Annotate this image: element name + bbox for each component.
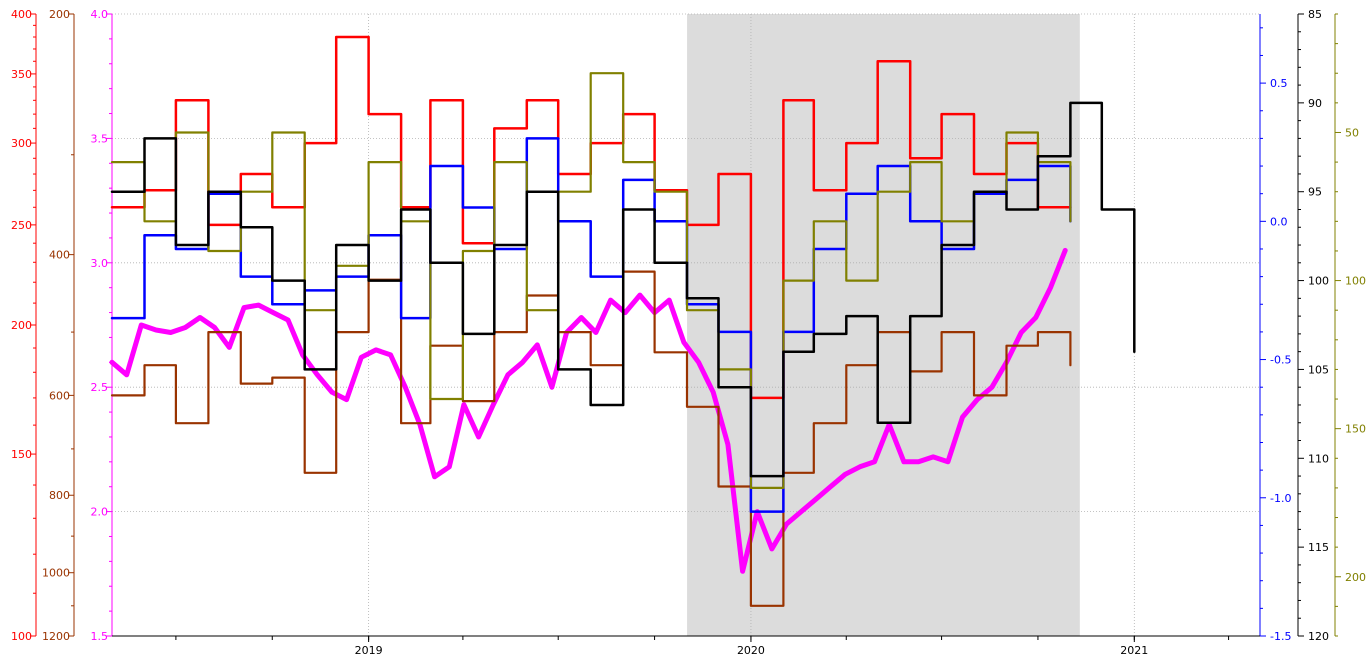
black-tick-label: 85 <box>1308 8 1322 21</box>
black-tick-label: 120 <box>1308 630 1329 643</box>
red-axis: 100 150 200 250 300 350 400 <box>11 8 37 643</box>
magenta-tick-label: 2.5 <box>91 381 109 394</box>
black-tick-label: 115 <box>1308 541 1329 554</box>
black-series-line <box>110 101 1136 478</box>
x-tick-label: 2020 <box>737 644 765 657</box>
magenta-tick-label: 4.0 <box>91 8 109 21</box>
brown-tick-label: 1000 <box>42 567 70 580</box>
red-tick-label: 150 <box>11 448 32 461</box>
red-tick-label: 400 <box>11 8 32 21</box>
x-axis: 2019 2020 2021 <box>112 635 1260 657</box>
black-tick-label: 110 <box>1308 452 1329 465</box>
magenta-series-line <box>109 247 1068 574</box>
gridlines <box>112 13 1260 637</box>
shaded-regions <box>687 14 1080 636</box>
blue-series-line <box>110 137 1072 513</box>
series-lines <box>109 35 1136 607</box>
olive-axis: 50 100 150 200 <box>1334 13 1366 637</box>
red-tick-label: 350 <box>11 68 32 81</box>
brown-axis: 200 400 600 800 1000 1200 <box>42 8 75 643</box>
blue-tick-label: -0.5 <box>1270 354 1291 367</box>
magenta-axis: 1.5 2.0 2.5 3.0 3.5 4.0 <box>91 8 113 643</box>
magenta-tick-label: 3.5 <box>91 132 109 145</box>
blue-tick-label: 0.5 <box>1270 77 1288 90</box>
brown-tick-label: 600 <box>49 389 70 402</box>
olive-tick-label: 200 <box>1345 571 1366 584</box>
olive-tick-label: 50 <box>1345 126 1359 139</box>
olive-tick-label: 100 <box>1345 275 1366 288</box>
black-tick-label: 90 <box>1308 97 1322 110</box>
black-axis: 85 90 95 100 105 110 115 120 <box>1297 8 1329 643</box>
olive-tick-label: 150 <box>1345 423 1366 436</box>
magenta-tick-label: 2.0 <box>91 506 109 519</box>
magenta-tick-label: 3.0 <box>91 257 109 270</box>
black-tick-label: 105 <box>1308 363 1329 376</box>
black-tick-label: 100 <box>1308 275 1329 288</box>
blue-tick-label: -1.5 <box>1270 630 1291 643</box>
x-tick-label: 2021 <box>1120 644 1148 657</box>
axes: 100 150 200 250 300 350 400 200 400 600 800 1000 120… <box>11 8 1366 643</box>
black-tick-label: 95 <box>1308 186 1322 199</box>
magenta-tick-label: 1.5 <box>91 630 109 643</box>
blue-axis: -1.5 -1.0 -0.5 0.0 0.5 <box>1259 14 1291 643</box>
red-tick-label: 300 <box>11 137 32 150</box>
brown-tick-label: 1200 <box>42 630 70 643</box>
red-tick-label: 100 <box>11 630 32 643</box>
shaded-region <box>687 14 1080 636</box>
x-tick-label: 2019 <box>355 644 383 657</box>
brown-tick-label: 400 <box>49 249 70 262</box>
blue-tick-label: 0.0 <box>1270 215 1288 228</box>
red-tick-label: 250 <box>11 219 32 232</box>
brown-tick-label: 800 <box>49 489 70 502</box>
brown-tick-label: 200 <box>49 8 70 21</box>
olive-series-line <box>110 72 1072 489</box>
blue-tick-label: -1.0 <box>1270 492 1291 505</box>
red-tick-label: 200 <box>11 319 32 332</box>
